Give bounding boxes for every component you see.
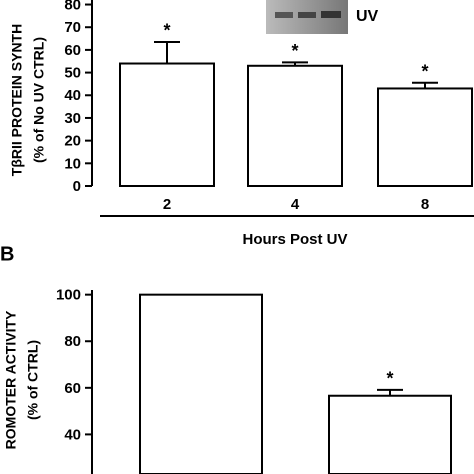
y-tick-label: 0 (73, 178, 81, 195)
y-tick-label: 10 (64, 155, 81, 172)
y-tick-label: 80 (64, 0, 81, 14)
y-axis-title: (% of CTRL) (25, 340, 41, 420)
y-tick-label: 70 (64, 19, 81, 36)
y-tick-label: 40 (64, 426, 81, 443)
panel-label: B (0, 243, 14, 265)
x-tick-label: 2 (163, 196, 171, 213)
significance-mark: * (421, 62, 428, 82)
y-tick-label: 60 (64, 42, 81, 59)
y-axis-title: ROMOTER ACTIVITY (3, 310, 19, 449)
gel-band (298, 12, 316, 18)
y-tick-label: 100 (56, 287, 81, 304)
y-tick-label: 30 (64, 110, 81, 127)
y-tick-label: 50 (64, 65, 81, 82)
significance-mark: * (386, 369, 393, 389)
bar (139, 293, 263, 474)
bar (328, 394, 452, 474)
y-tick-label: 20 (64, 133, 81, 150)
inset-label: UV (356, 8, 379, 25)
significance-mark: * (291, 41, 298, 61)
bar (247, 64, 343, 187)
significance-mark: * (163, 21, 170, 41)
x-tick-label: 4 (291, 196, 300, 213)
y-tick-label: 40 (64, 87, 81, 104)
y-tick-label: 80 (64, 333, 81, 350)
x-axis-title: Hours Post UV (242, 231, 347, 248)
y-tick-label: 60 (64, 380, 81, 397)
gel-band (321, 11, 341, 18)
bar (119, 62, 215, 188)
bar (377, 87, 473, 187)
x-tick-label: 8 (421, 196, 429, 213)
gel-band (275, 12, 293, 18)
y-axis-title: (% of No UV CTRL) (31, 37, 47, 163)
y-axis-title: TβRII PROTEIN SYNTH (9, 24, 25, 176)
